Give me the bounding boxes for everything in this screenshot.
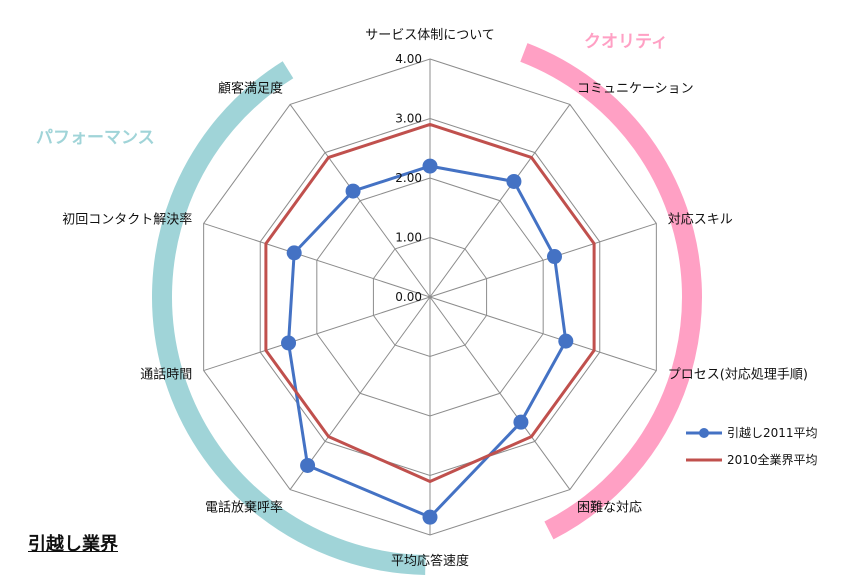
radial-tick-labels: 0.00 1.00 2.00 3.00 4.00 [395,52,422,304]
grid-spoke-7 [289,296,431,490]
radar-grid [203,58,657,536]
group-label-quality: クオリティ [584,32,668,52]
grid-spoke-8 [203,296,431,372]
tick-label: 0.00 [395,290,422,304]
axis-label-3: 対応スキル [668,213,733,228]
tick-label: 2.00 [395,171,422,185]
axis-label-6: 平均応答速度 [391,553,469,569]
grid-spoke-2 [429,104,571,298]
series-1-point-10 [345,183,361,199]
series-1-point-1 [422,158,438,174]
group-arc-performance [152,61,426,575]
legend-item-series-1: 引越し2011平均 [686,426,818,440]
group-arc-quality [520,43,702,540]
axis-label-10: 顧客満足度 [218,81,283,97]
series-1-point-6 [422,509,438,525]
grid-spoke-5 [429,296,571,490]
group-arcs [152,43,702,575]
series-1-point-2 [506,173,522,189]
axis-label-8: 通話時間 [140,366,192,382]
series-1-point-5 [513,414,529,430]
series-1-point-9 [286,245,302,261]
tick-label: 4.00 [395,52,422,66]
grid-spoke-9 [203,222,431,298]
series-1-point-8 [281,335,297,351]
tick-label: 3.00 [395,112,422,126]
axis-label-1: サービス体制について [365,28,495,43]
series-1-point-4 [558,333,574,349]
legend-label-series-2: 2010全業界平均 [727,452,818,467]
axis-label-5: 困難な対応 [577,500,642,515]
series-line-2 [264,122,596,483]
tick-label: 1.00 [395,231,422,245]
group-label-performance: パフォーマンス [36,128,155,148]
series-1-point-3 [546,249,562,265]
axis-label-9: 初回コンタクト解決率 [62,212,192,228]
series-1-point-7 [300,457,316,473]
page-title: 引越し業界 [28,534,118,555]
series-line-1 [287,164,568,519]
grid-spoke-10 [289,104,431,298]
legend: 引越し2011平均 2010全業界平均 [686,426,818,467]
grid-spoke-3 [429,222,657,298]
axis-label-2: コミュニケーション [577,82,694,97]
legend-item-series-2: 2010全業界平均 [686,452,818,467]
grid-spoke-4 [429,296,657,372]
legend-label-series-1: 引越し2011平均 [727,426,818,440]
radar-series [264,122,596,525]
axis-label-7: 電話放棄呼率 [205,499,283,515]
axis-label-4: プロセス(対応処理手順) [668,367,808,382]
